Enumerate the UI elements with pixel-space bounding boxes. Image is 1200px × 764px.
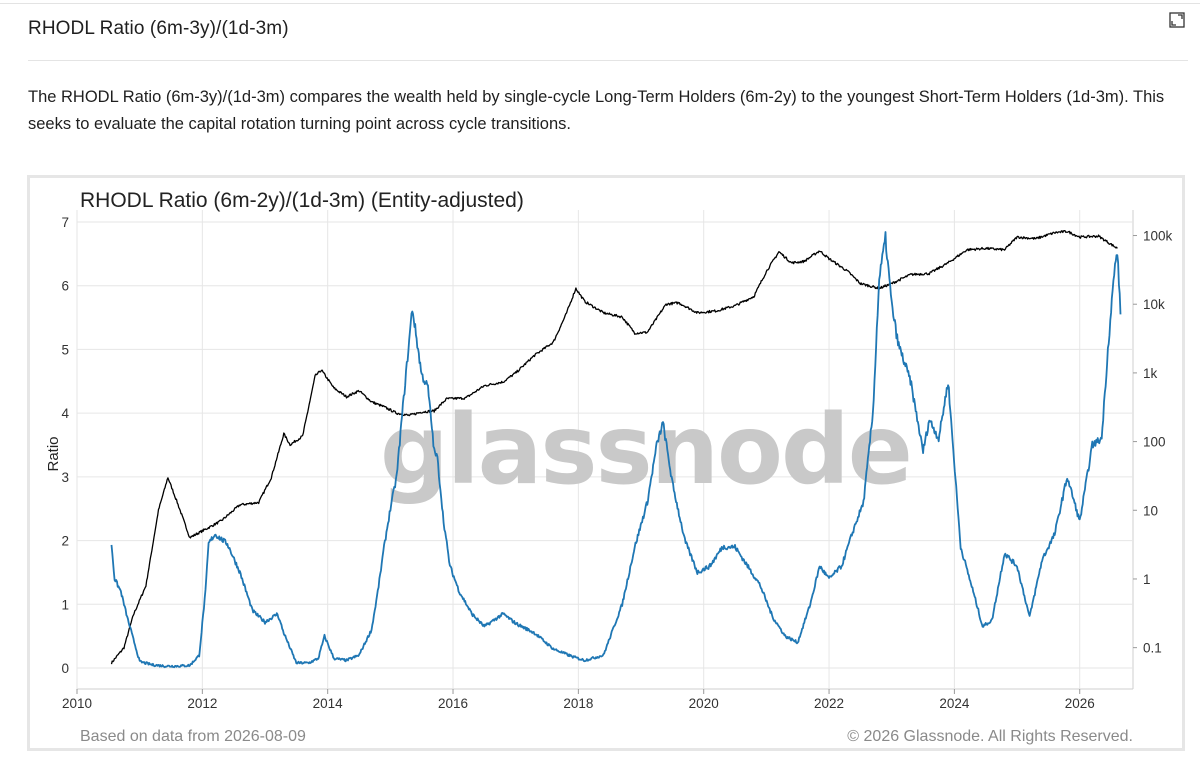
x-tick-label: 2018 <box>563 696 593 711</box>
data-date-note: Based on data from 2026-08-09 <box>80 728 306 745</box>
grid <box>76 210 1134 690</box>
y-tick-label: 6 <box>61 279 69 294</box>
price-series-line <box>110 229 1118 665</box>
description: The RHODL Ratio (6m-3y)/(1d-3m) compares… <box>28 88 1165 133</box>
y-axis: 0 1 2 3 4 5 6 7 <box>61 215 69 676</box>
expand-icon[interactable] <box>1169 12 1185 28</box>
x-tick-label: 2012 <box>187 696 217 711</box>
y-tick-label: 2 <box>61 534 69 549</box>
y-tick-label: 0 <box>61 661 69 676</box>
top-divider <box>0 3 1200 4</box>
x-tick-label: 2022 <box>814 696 844 711</box>
chart-svg: RHODL Ratio (6m-2y)/(1d-3m) (Entity-adju… <box>45 189 1173 745</box>
y2-tick-label: 1 <box>1143 572 1151 587</box>
y2-tick-label: 10k <box>1143 297 1165 312</box>
header-divider <box>28 60 1188 61</box>
y-tick-label: 7 <box>61 215 69 230</box>
watermark: glassnode <box>380 394 911 506</box>
y2-tick-label: 100 <box>1143 435 1166 450</box>
y2-tick-label: 1k <box>1143 366 1158 381</box>
y2-tick-label: 10 <box>1143 503 1158 518</box>
x-tick-label: 2014 <box>313 696 344 711</box>
y2-tick-label: 100k <box>1143 229 1173 244</box>
y-tick-label: 1 <box>61 597 69 612</box>
y-tick-label: 3 <box>61 470 69 485</box>
x-tick-label: 2024 <box>939 696 970 711</box>
x-tick-label: 2016 <box>438 696 468 711</box>
series-layer <box>110 229 1122 669</box>
chart-container: RHODL Ratio (6m-2y)/(1d-3m) (Entity-adju… <box>27 175 1185 751</box>
card-title: RHODL Ratio (6m-3y)/(1d-3m) <box>28 18 289 39</box>
x-axis: 2010 2012 2014 2016 2018 2020 2022 2024 2026 <box>62 689 1095 711</box>
x-tick-label: 2010 <box>62 696 92 711</box>
copyright: © 2026 Glassnode. All Rights Reserved. <box>847 728 1133 745</box>
x-tick-label: 2020 <box>689 696 719 711</box>
y-tick-label: 5 <box>61 342 69 357</box>
chart-title: RHODL Ratio (6m-2y)/(1d-3m) (Entity-adju… <box>80 189 524 212</box>
y-axis-label: Ratio <box>45 436 62 471</box>
x-tick-label: 2026 <box>1065 696 1095 711</box>
ratio-series-line <box>110 231 1122 669</box>
y2-axis: 0.1 1 10 100 1k 10k 100k <box>1133 229 1173 656</box>
y2-tick-label: 0.1 <box>1143 641 1162 656</box>
y-tick-label: 4 <box>61 406 69 421</box>
